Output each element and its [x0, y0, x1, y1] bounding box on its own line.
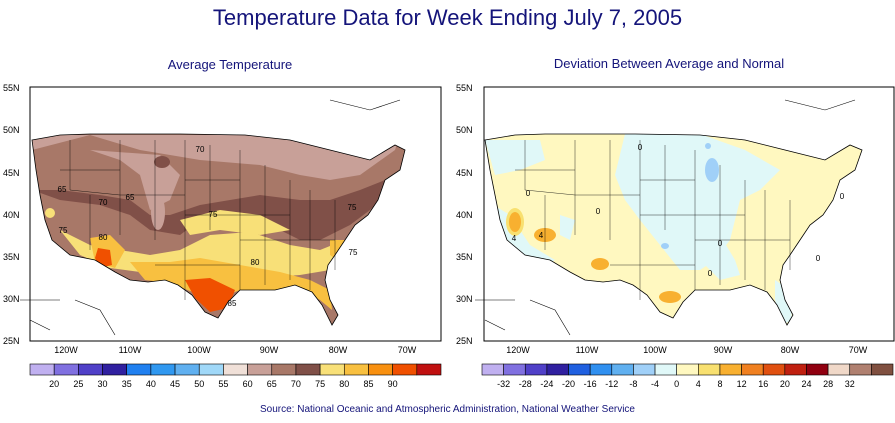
panel-title-average: Average Temperature	[167, 57, 293, 72]
lon-label: 100W	[643, 345, 667, 355]
lat-labels-left: 55N 50N 45N 40N 35N 30N 25N	[3, 83, 20, 346]
contour-label: 0	[840, 192, 845, 201]
contour-label: 4	[539, 231, 544, 240]
contour-label: 4	[512, 234, 517, 243]
lon-label: 90W	[260, 345, 279, 355]
lon-label: 120W	[506, 345, 530, 355]
contour-label: 75	[349, 248, 358, 257]
contour-label: 80	[99, 233, 108, 242]
lon-label: 120W	[54, 345, 78, 355]
contour-label: 75	[209, 210, 218, 219]
contour-label: 65	[126, 193, 135, 202]
contour-labels-left: 65 70 70 65 75 80 75 75 80 75 85	[58, 145, 358, 308]
lat-label: 55N	[3, 83, 20, 93]
lat-label: 35N	[456, 252, 473, 262]
main-title: Temperature Data for Week Ending July 7,…	[212, 5, 683, 30]
contour-label: 0	[526, 189, 531, 198]
lat-label: 25N	[456, 336, 473, 346]
contour-label: 0	[638, 143, 643, 152]
contour-label: 0	[816, 254, 821, 263]
source-note: Source: National Oceanic and Atmospheric…	[259, 404, 635, 415]
lat-label: 45N	[3, 168, 20, 178]
lon-label: 100W	[187, 345, 211, 355]
lat-labels-right: 55N 50N 45N 40N 35N 30N 25N	[456, 83, 473, 346]
contour-label: 70	[99, 198, 108, 207]
contour-label: 75	[59, 226, 68, 235]
contour-label: 0	[718, 239, 723, 248]
lon-label: 70W	[398, 345, 417, 355]
lon-labels-left: 120W 110W 100W 90W 80W 70W	[54, 345, 417, 355]
contour-label: 65	[58, 185, 67, 194]
contour-label: 85	[228, 299, 237, 308]
lon-label: 90W	[714, 345, 733, 355]
lon-label: 80W	[781, 345, 800, 355]
contour-label: 0	[596, 207, 601, 216]
lat-label: 30N	[456, 294, 473, 304]
panel-title-deviation: Deviation Between Average and Normal	[553, 56, 785, 71]
lat-label: 25N	[3, 336, 20, 346]
lat-label: 30N	[3, 294, 20, 304]
lon-label: 110W	[119, 345, 142, 355]
lon-label: 80W	[329, 345, 348, 355]
lat-label: 45N	[456, 168, 473, 178]
contour-label: 70	[196, 145, 205, 154]
lon-labels-right: 120W 110W 100W 90W 80W 70W	[506, 345, 868, 355]
lat-label: 35N	[3, 252, 20, 262]
lat-label: 40N	[3, 210, 20, 220]
contour-labels-right: 4 4 0 0 0 0 0 0 0	[512, 143, 845, 278]
lat-label: 55N	[456, 83, 473, 93]
contour-label: 0	[708, 269, 713, 278]
lon-label: 110W	[576, 345, 599, 355]
lat-label: 50N	[3, 125, 20, 135]
contour-label: 80	[251, 258, 260, 267]
lat-label: 40N	[456, 210, 473, 220]
contour-label: 75	[348, 203, 357, 212]
lat-label: 50N	[456, 125, 473, 135]
lon-label: 70W	[849, 345, 868, 355]
